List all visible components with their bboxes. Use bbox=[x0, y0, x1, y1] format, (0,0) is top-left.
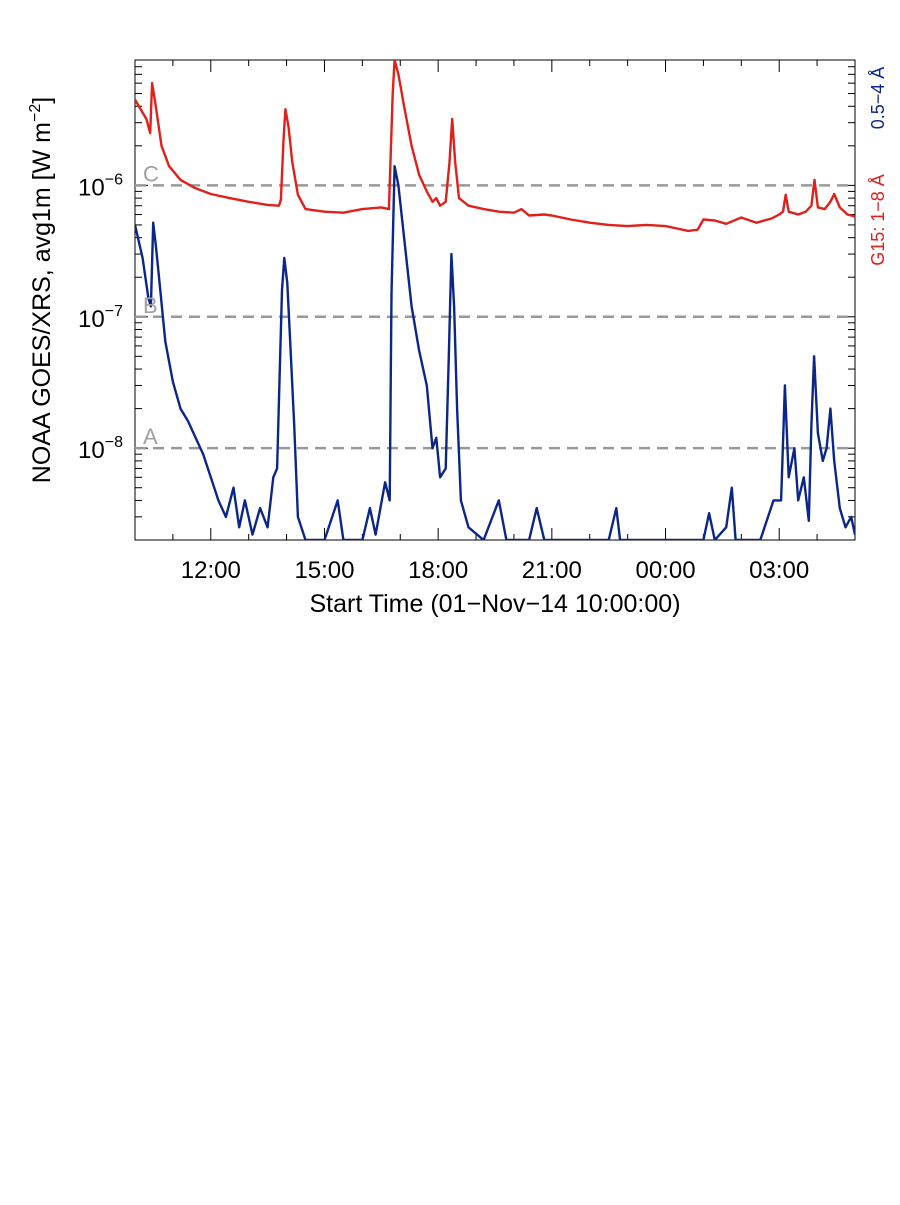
y-axis-title: NOAA GOES/XRS, avg1m [W m−2] bbox=[27, 97, 56, 483]
x-tick-label: 00:00 bbox=[635, 557, 695, 584]
x-tick-label: 21:00 bbox=[522, 557, 582, 584]
flare-levels-layer bbox=[135, 184, 855, 450]
ticks-layer bbox=[134, 59, 856, 541]
y-axis-title-exp: −2 bbox=[27, 104, 44, 122]
x-axis-title: Start Time (01−Nov−14 10:00:00) bbox=[309, 590, 680, 618]
labels-layer: 12:00 15:00 18:00 21:00 00:00 03:0010−810−710… bbox=[78, 161, 809, 584]
flare-level-label: C bbox=[143, 161, 159, 186]
legend-series-soft: G15: 1−8 Å bbox=[868, 174, 888, 266]
y-axis-title-main: NOAA GOES/XRS, avg1m [W m bbox=[28, 122, 56, 483]
y-tick-label: 10−6 bbox=[78, 171, 123, 201]
legend-series-hard: 0.5−4 Å bbox=[868, 67, 888, 130]
series-line-soft bbox=[135, 60, 855, 233]
series-line-hard bbox=[135, 165, 855, 540]
x-tick-label: 18:00 bbox=[408, 557, 468, 584]
y-tick-label: 10−8 bbox=[78, 434, 123, 464]
y-tick-label-exp: −7 bbox=[105, 303, 123, 320]
flare-level-label: A bbox=[143, 424, 158, 449]
series-layer bbox=[135, 60, 855, 540]
y-tick-label-exp: −8 bbox=[105, 434, 123, 451]
x-tick-label: 12:00 bbox=[181, 557, 241, 584]
y-axis-title-close: ] bbox=[28, 97, 56, 104]
x-tick-label: 15:00 bbox=[294, 557, 354, 584]
y-tick-label: 10−7 bbox=[78, 303, 123, 333]
y-tick-label-base: 10 bbox=[78, 306, 105, 333]
plot-frame bbox=[134, 59, 856, 541]
y-tick-label-exp: −6 bbox=[105, 171, 123, 188]
flare-level-label: B bbox=[143, 293, 158, 318]
y-tick-label-base: 10 bbox=[78, 437, 105, 464]
x-tick-label: 03:00 bbox=[749, 557, 809, 584]
y-tick-label-base: 10 bbox=[78, 174, 105, 201]
